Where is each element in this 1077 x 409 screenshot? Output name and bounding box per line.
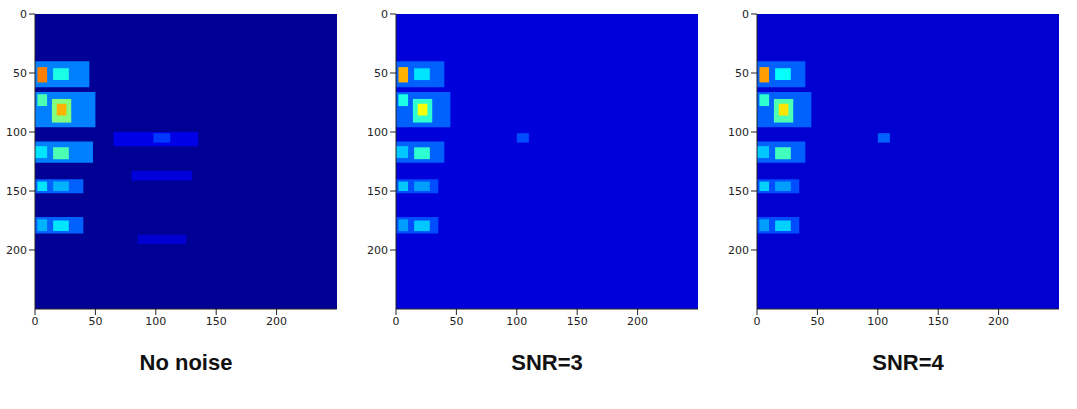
svg-text:100: 100 <box>145 315 166 328</box>
svg-text:200: 200 <box>627 315 648 328</box>
html-text:SNR=3: SNR=3 <box>511 350 583 375</box>
svg-text:150: 150 <box>567 315 588 328</box>
svg-text:200: 200 <box>6 244 27 257</box>
svg-text:50: 50 <box>449 315 463 328</box>
svg-text:100: 100 <box>728 126 749 139</box>
svg-text:100: 100 <box>367 126 388 139</box>
svg-text:150: 150 <box>206 315 227 328</box>
svg-text:200: 200 <box>367 244 388 257</box>
html-text:No noise: No noise <box>139 350 233 375</box>
svg-text:200: 200 <box>728 244 749 257</box>
svg-text:150: 150 <box>928 315 949 328</box>
svg-text:50: 50 <box>374 67 388 80</box>
svg-text:50: 50 <box>88 315 102 328</box>
svg-text:150: 150 <box>6 185 27 198</box>
html-text:SNR=4: SNR=4 <box>872 350 944 375</box>
svg-text:100: 100 <box>867 315 888 328</box>
svg-text:150: 150 <box>728 185 749 198</box>
svg-text:0: 0 <box>754 315 761 328</box>
svg-text:0: 0 <box>32 315 39 328</box>
svg-text:0: 0 <box>381 8 388 21</box>
svg-text:150: 150 <box>367 185 388 198</box>
svg-text:50: 50 <box>13 67 27 80</box>
svg-text:200: 200 <box>988 315 1009 328</box>
svg-text:100: 100 <box>6 126 27 139</box>
svg-text:50: 50 <box>735 67 749 80</box>
svg-text:50: 50 <box>810 315 824 328</box>
svg-text:0: 0 <box>393 315 400 328</box>
svg-text:200: 200 <box>266 315 287 328</box>
svg-text:0: 0 <box>20 8 27 21</box>
svg-text:100: 100 <box>506 315 527 328</box>
svg-text:0: 0 <box>742 8 749 21</box>
